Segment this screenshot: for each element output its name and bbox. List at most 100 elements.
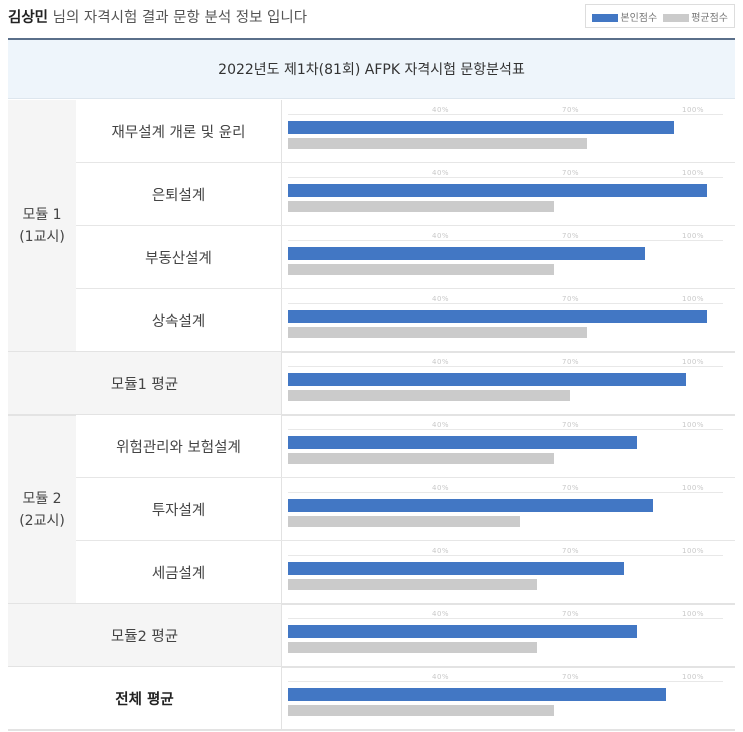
tick-label: 100% (682, 169, 705, 177)
page-heading: 김상민 님의 자격시험 결과 문항 분석 정보 입니다 (8, 6, 307, 27)
tick-label: 40% (432, 484, 450, 492)
bar-mine (288, 436, 637, 449)
bar-avg (288, 138, 587, 149)
legend-swatch-mine (592, 13, 619, 22)
bar-avg (288, 201, 554, 212)
row-chart: 40% 70% 100% (282, 352, 735, 415)
tick-label: 70% (562, 421, 580, 429)
user-name: 김상민 (8, 10, 49, 26)
row-label: 재무설계 개론 및 윤리 (76, 100, 282, 163)
tick-label: 70% (562, 232, 580, 240)
bar-avg (288, 453, 554, 464)
module-1-name: 모듈 1 (22, 207, 62, 223)
chart-legend: 본인점수 평균점수 (585, 4, 735, 28)
row-chart: 40% 70% 100% (282, 667, 735, 730)
gridline (288, 492, 723, 493)
tick-label: 70% (562, 547, 580, 555)
table-title: 2022년도 제1차(81회) AFPK 자격시험 문항분석표 (8, 40, 735, 99)
row-divider (8, 603, 735, 605)
tick-label: 40% (432, 610, 450, 618)
row-divider (76, 477, 735, 478)
tick-label: 40% (432, 358, 450, 366)
bar-mine (288, 499, 654, 512)
gridline (288, 618, 723, 619)
row-label: 상속설계 (76, 289, 282, 352)
tick-label: 70% (562, 673, 580, 681)
tick-label: 70% (562, 106, 580, 114)
module-1-period: (1교시) (19, 229, 65, 245)
row-divider (8, 351, 735, 353)
bar-avg (288, 264, 554, 275)
tick-label: 40% (432, 673, 450, 681)
gridline (288, 555, 723, 556)
tick-label: 100% (682, 547, 705, 555)
tick-label: 100% (682, 295, 705, 303)
bar-mine (288, 625, 637, 638)
gridline (288, 366, 723, 367)
legend-item-avg: 평균점수 (663, 9, 728, 24)
row-divider (76, 225, 735, 226)
legend-label-avg: 평균점수 (691, 12, 728, 24)
row-chart: 40% 70% 100% (282, 541, 735, 604)
row-label: 위험관리와 보험설계 (76, 415, 282, 478)
bar-mine (288, 562, 625, 575)
tick-label: 70% (562, 610, 580, 618)
tick-label: 40% (432, 295, 450, 303)
result-header: 김상민 님의 자격시험 결과 문항 분석 정보 입니다 본인점수 평균점수 (8, 0, 743, 32)
tick-label: 100% (682, 673, 705, 681)
row-label: 모듈2 평균 (8, 604, 282, 667)
row-divider (76, 540, 735, 541)
bar-mine (288, 121, 674, 134)
bar-avg (288, 642, 537, 653)
tick-label: 70% (562, 358, 580, 366)
tick-label: 40% (432, 232, 450, 240)
legend-swatch-avg (663, 13, 690, 22)
bar-avg (288, 705, 554, 716)
row-divider (8, 729, 735, 731)
module-2-cell: 모듈 2 (2교시) (8, 415, 77, 605)
tick-label: 100% (682, 484, 705, 492)
bar-mine (288, 688, 666, 701)
row-chart: 40% 70% 100% (282, 415, 735, 478)
bar-avg (288, 516, 521, 527)
row-label: 투자설계 (76, 478, 282, 541)
row-label: 은퇴설계 (76, 163, 282, 226)
bar-avg (288, 579, 537, 590)
tick-label: 40% (432, 421, 450, 429)
legend-label-mine: 본인점수 (620, 12, 658, 24)
row-divider (76, 288, 735, 289)
gridline (288, 114, 723, 115)
row-label: 부동산설계 (76, 226, 282, 289)
tick-label: 40% (432, 106, 450, 114)
bar-avg (288, 327, 587, 338)
gridline (288, 303, 723, 304)
legend-item-mine: 본인점수 (592, 9, 657, 24)
row-divider (8, 666, 735, 668)
module-1-cell: 모듈 1 (1교시) (8, 100, 77, 352)
bar-mine (288, 247, 645, 260)
row-chart: 40% 70% 100% (282, 100, 735, 163)
gridline (288, 681, 723, 682)
tick-label: 40% (432, 169, 450, 177)
row-divider (8, 414, 735, 416)
row-chart: 40% 70% 100% (282, 604, 735, 667)
analysis-table: 2022년도 제1차(81회) AFPK 자격시험 문항분석표 모듈 1 (1교… (8, 38, 735, 732)
heading-text: 님의 자격시험 결과 문항 분석 정보 입니다 (48, 10, 308, 26)
gridline (288, 240, 723, 241)
row-label: 모듈1 평균 (8, 352, 282, 415)
tick-label: 70% (562, 169, 580, 177)
bar-mine (288, 310, 708, 323)
tick-label: 100% (682, 358, 705, 366)
row-chart: 40% 70% 100% (282, 289, 735, 352)
row-label: 전체 평균 (8, 667, 282, 730)
bar-mine (288, 184, 708, 197)
tick-label: 40% (432, 547, 450, 555)
tick-label: 70% (562, 484, 580, 492)
module-2-name: 모듈 2 (22, 491, 62, 507)
gridline (288, 177, 723, 178)
tick-label: 100% (682, 232, 705, 240)
row-divider (76, 162, 735, 163)
tick-label: 70% (562, 295, 580, 303)
row-label: 세금설계 (76, 541, 282, 604)
row-chart: 40% 70% 100% (282, 478, 735, 541)
